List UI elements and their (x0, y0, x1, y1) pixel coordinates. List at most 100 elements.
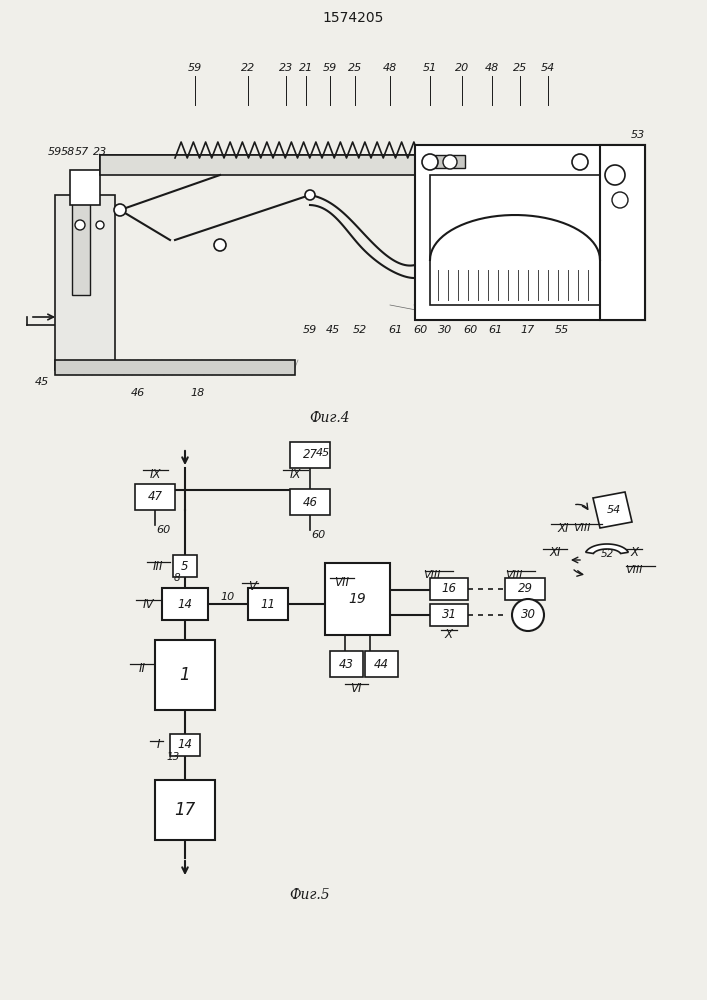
Text: X: X (445, 628, 453, 641)
Text: 60: 60 (311, 530, 325, 540)
Text: III: III (153, 560, 163, 572)
Bar (430, 175, 600, 305)
Text: 14: 14 (177, 738, 192, 752)
Text: 23: 23 (279, 63, 293, 73)
Text: 54: 54 (541, 63, 555, 73)
Bar (365, 651, 398, 677)
Text: 18: 18 (191, 388, 205, 398)
Text: 14: 14 (177, 597, 192, 610)
Text: I: I (156, 738, 160, 752)
Text: 1: 1 (180, 666, 190, 684)
Circle shape (75, 220, 85, 230)
Text: VIII: VIII (573, 523, 590, 533)
Bar (325, 563, 390, 635)
Text: IX: IX (149, 468, 160, 481)
Text: 30: 30 (520, 608, 535, 621)
Text: 1574205: 1574205 (322, 11, 384, 25)
Circle shape (214, 239, 226, 251)
Text: 25: 25 (348, 63, 362, 73)
Text: 10: 10 (221, 592, 235, 602)
Text: 54: 54 (607, 505, 621, 515)
Text: 21: 21 (299, 63, 313, 73)
Bar (430, 578, 468, 600)
Text: 30: 30 (438, 325, 452, 335)
Text: 44: 44 (373, 658, 389, 670)
Text: 23: 23 (93, 147, 107, 157)
Bar (600, 155, 640, 220)
Bar (162, 588, 208, 620)
Text: 60: 60 (463, 325, 477, 335)
Text: Фиг.5: Фиг.5 (290, 888, 330, 902)
Bar (55, 360, 295, 375)
Circle shape (96, 221, 104, 229)
Text: VIII: VIII (625, 565, 643, 575)
Text: 58: 58 (61, 147, 75, 157)
Bar (55, 195, 115, 370)
Text: 61: 61 (388, 325, 402, 335)
Text: Фиг.4: Фиг.4 (310, 411, 350, 425)
Text: 60: 60 (413, 325, 427, 335)
Bar (173, 555, 197, 577)
Text: 59: 59 (303, 325, 317, 335)
Text: 5: 5 (181, 560, 189, 572)
Bar (100, 155, 640, 175)
Circle shape (443, 155, 457, 169)
Text: 45: 45 (326, 325, 340, 335)
Text: 25: 25 (513, 63, 527, 73)
Text: 51: 51 (423, 63, 437, 73)
Text: VII: VII (334, 576, 349, 588)
Bar (135, 484, 175, 510)
Text: 57: 57 (75, 147, 89, 157)
Text: 52: 52 (353, 325, 367, 335)
Text: 46: 46 (303, 495, 317, 508)
Bar (290, 489, 330, 515)
Text: 46: 46 (131, 388, 145, 398)
Text: VIII: VIII (506, 570, 522, 580)
Text: XI: XI (549, 546, 561, 560)
Text: 20: 20 (455, 63, 469, 73)
Text: 22: 22 (241, 63, 255, 73)
Text: 16: 16 (441, 582, 457, 595)
Text: 48: 48 (485, 63, 499, 73)
Circle shape (572, 154, 588, 170)
Text: 45: 45 (35, 377, 49, 387)
Bar (290, 442, 330, 468)
Bar (600, 145, 645, 320)
Text: 45: 45 (316, 448, 330, 458)
Text: 29: 29 (518, 582, 532, 595)
Circle shape (612, 192, 628, 208)
Bar (72, 195, 90, 295)
Text: VI: VI (350, 682, 362, 694)
Bar (415, 145, 645, 320)
Bar (430, 604, 468, 626)
Text: 59: 59 (48, 147, 62, 157)
Bar (155, 780, 215, 840)
Text: 8: 8 (173, 573, 180, 583)
Bar (505, 578, 545, 600)
Bar (248, 588, 288, 620)
Text: 17: 17 (521, 325, 535, 335)
Bar (170, 734, 200, 756)
Text: 48: 48 (383, 63, 397, 73)
Text: IX: IX (289, 468, 300, 481)
Text: V: V (248, 580, 256, 593)
Text: 59: 59 (188, 63, 202, 73)
Circle shape (114, 204, 126, 216)
Text: 17: 17 (175, 801, 196, 819)
Text: 55: 55 (555, 325, 569, 335)
Text: 13: 13 (167, 752, 180, 762)
Circle shape (605, 165, 625, 185)
Text: 61: 61 (488, 325, 502, 335)
Text: VIII: VIII (423, 570, 440, 580)
Text: 59: 59 (323, 63, 337, 73)
Text: 60: 60 (156, 525, 170, 535)
Text: 31: 31 (441, 608, 457, 621)
Text: 52: 52 (600, 549, 614, 559)
Circle shape (512, 599, 544, 631)
Bar (607, 178, 633, 200)
Polygon shape (593, 492, 632, 528)
Text: 43: 43 (339, 658, 354, 670)
Bar (330, 651, 363, 677)
Text: 19: 19 (348, 592, 366, 606)
Bar (70, 170, 100, 205)
